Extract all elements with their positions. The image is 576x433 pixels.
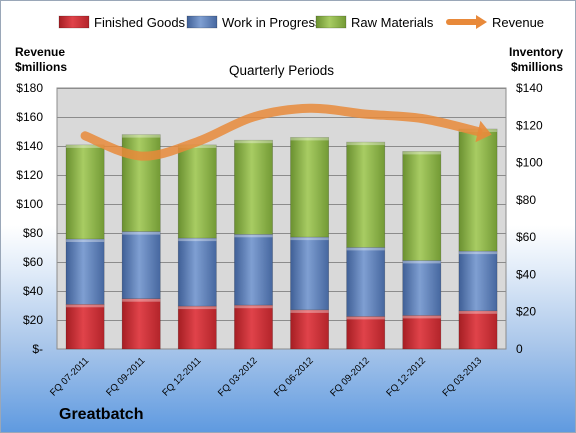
bar-finished-goods [346,316,386,350]
bar-cap [122,134,161,138]
bar-cap [402,151,441,155]
legend-label: Revenue [492,15,544,30]
right-axis-title-line1: Inventory [509,45,563,59]
bar-finished-goods [290,309,330,350]
x-tick-label: FQ 12-2012 [384,355,428,399]
bar-cap [178,306,217,310]
left-axis-title-line2: $millions [15,60,67,74]
bar-cap [122,298,161,302]
bar-cap [122,231,161,235]
legend-label: Raw Materials [351,15,434,30]
legend-swatch-raw-materials [315,15,347,29]
legend-label: Finished Goods [94,15,186,30]
bar-cap [290,237,329,241]
bar-raw-materials [402,151,442,261]
right-tick-label: $120 [516,118,543,132]
bar-cap [402,260,441,264]
right-tick-label: $80 [516,193,536,207]
left-tick-label: $20 [23,313,43,327]
bar-finished-goods [65,303,105,350]
bar-cap [234,305,273,309]
bar-cap [290,309,329,313]
right-tick-label: $60 [516,230,536,244]
chart-title: Quarterly Periods [229,63,334,78]
bar-work-in-progress [177,237,217,307]
bar-cap [346,316,385,320]
right-tick-label: $20 [516,305,536,319]
bar-raw-materials [234,139,273,235]
bar-work-in-progress [290,236,330,311]
company-name: Greatbatch [59,406,144,423]
bar-finished-goods [234,304,273,350]
right-tick-label: $140 [516,81,543,95]
left-tick-label: $180 [16,81,43,95]
x-tick-label: FQ 03-2013 [440,355,484,399]
bar-finished-goods [177,305,217,350]
left-tick-label: $120 [16,168,43,182]
left-tick-label: $60 [23,255,43,269]
left-tick-label: $160 [16,110,43,124]
right-tick-label: 0 [516,342,523,356]
bar-cap [290,137,329,141]
bar-raw-materials [290,137,330,238]
x-tick-label: FQ 09-2011 [104,355,147,398]
bar-raw-materials [458,128,498,252]
legend-label: Work in Progress [222,15,322,30]
x-tick-label: FQ 03-2012 [216,355,260,399]
bar-raw-materials [177,144,217,239]
legend-arrow-revenue [476,15,487,29]
left-tick-label: $- [32,342,43,356]
left-tick-label: $80 [23,226,43,240]
bar-cap [234,234,273,238]
legend-swatch-finished-goods [58,15,90,29]
x-tick-label: FQ 12-2011 [160,355,203,398]
bar-cap [66,144,105,148]
left-tick-label: $100 [16,197,43,211]
bar-work-in-progress [346,247,386,317]
left-tick-label: $140 [16,139,43,153]
bar-work-in-progress [234,234,273,306]
revenue-line [80,103,483,161]
bar-finished-goods [402,315,442,350]
right-tick-label: $40 [516,267,536,281]
bar-cap [346,142,385,146]
bar-cap [178,238,217,242]
bar-cap [66,239,105,242]
bar-raw-materials [346,141,386,248]
bar-work-in-progress [458,250,498,312]
legend-swatch-work-in-progress [186,15,218,29]
bar-finished-goods [458,310,498,350]
bar-cap [66,304,105,308]
right-axis-title-line2: $millions [511,60,563,74]
x-tick-label: FQ 09-2012 [328,355,372,399]
left-tick-label: $40 [23,284,43,298]
bar-cap [458,310,498,314]
revenue-arrow-head [475,120,492,143]
bar-cap [234,140,273,144]
bar-work-in-progress [121,231,161,300]
x-tick-label: FQ 06-2012 [272,355,316,399]
bar-raw-materials [65,144,105,240]
bar-cap [402,315,441,319]
bar-cap [458,251,498,255]
x-tick-label: FQ 07-2011 [48,355,91,398]
bar-work-in-progress [65,238,105,305]
bar-work-in-progress [402,260,442,316]
right-tick-label: $100 [516,156,543,170]
bar-finished-goods [121,298,161,350]
bar-cap [346,247,385,251]
left-axis-title-line1: Revenue [15,45,65,59]
